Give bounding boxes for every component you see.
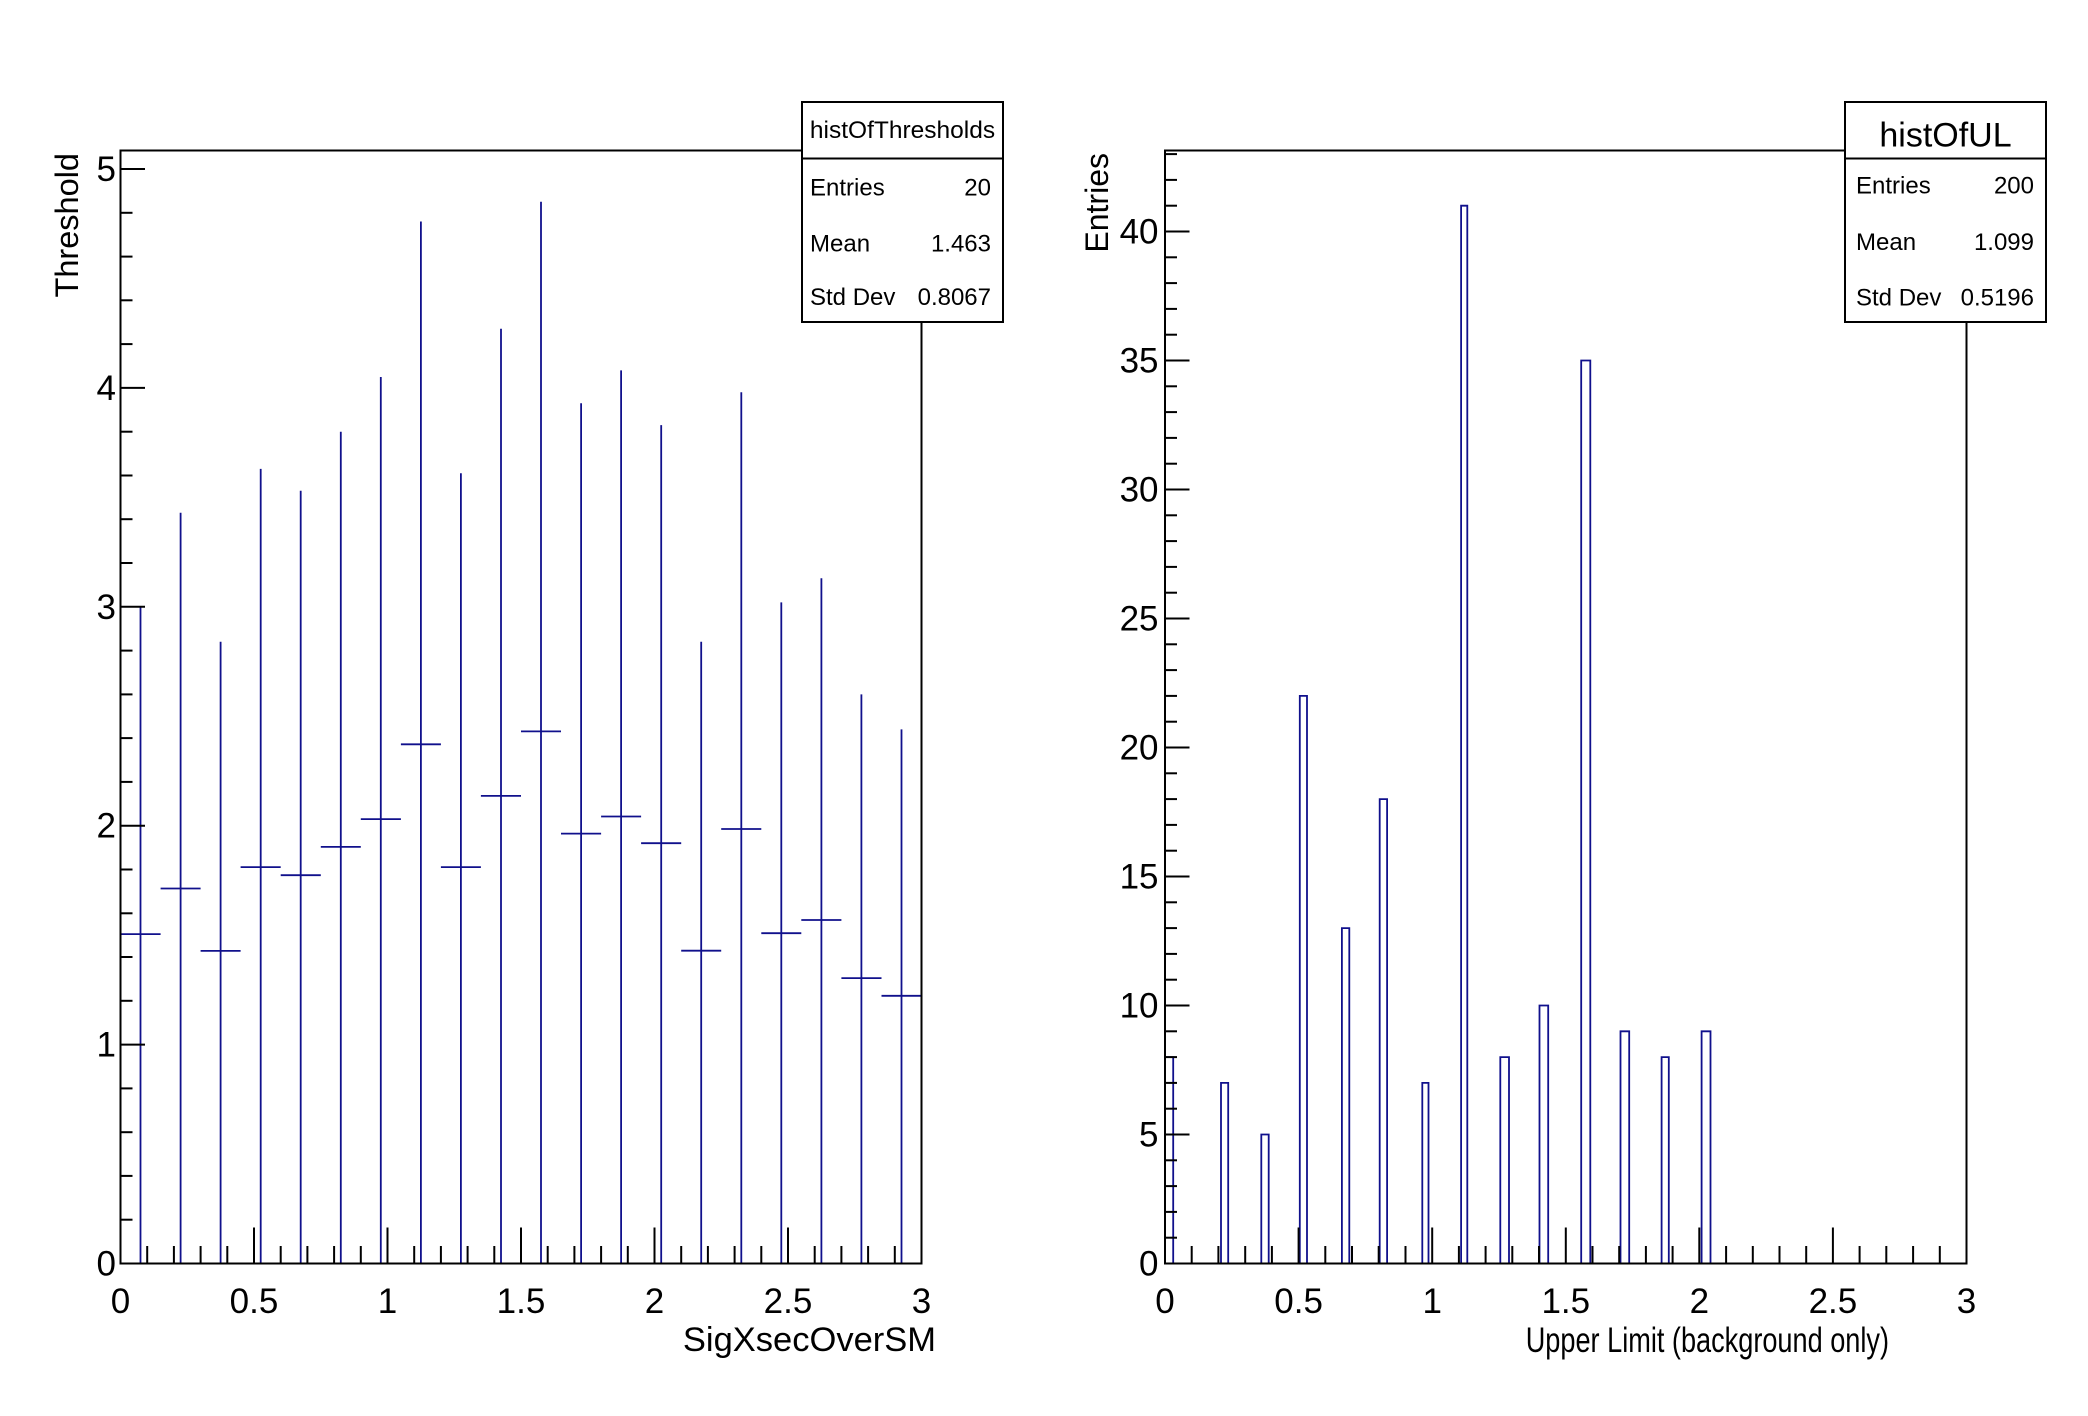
svg-text:1: 1: [1422, 1282, 1441, 1321]
svg-text:200: 200: [1994, 173, 2034, 200]
svg-text:0.5196: 0.5196: [1961, 285, 2034, 312]
svg-text:3: 3: [97, 588, 116, 627]
svg-text:20: 20: [964, 175, 991, 202]
svg-text:Entries: Entries: [1079, 153, 1115, 253]
svg-text:0: 0: [1155, 1282, 1174, 1321]
svg-text:Mean: Mean: [1856, 229, 1916, 256]
svg-text:2: 2: [645, 1282, 664, 1321]
svg-text:1: 1: [97, 1026, 116, 1065]
svg-text:Std Dev: Std Dev: [1856, 285, 1941, 312]
svg-text:0: 0: [97, 1245, 116, 1284]
svg-text:Upper Limit (background only): Upper Limit (background only): [1526, 1321, 1889, 1360]
svg-text:histOfThresholds: histOfThresholds: [810, 117, 995, 144]
svg-text:1.099: 1.099: [1974, 229, 2034, 256]
svg-text:0.5: 0.5: [1274, 1282, 1323, 1321]
svg-text:5: 5: [1139, 1116, 1158, 1155]
svg-text:0: 0: [1139, 1245, 1158, 1284]
svg-text:2.5: 2.5: [764, 1282, 813, 1321]
svg-text:3: 3: [1957, 1282, 1976, 1321]
svg-text:3: 3: [912, 1282, 931, 1321]
svg-text:5: 5: [97, 150, 116, 189]
svg-text:Entries: Entries: [1856, 173, 1931, 200]
svg-text:15: 15: [1120, 858, 1159, 897]
svg-text:2.5: 2.5: [1809, 1282, 1858, 1321]
svg-text:0.5: 0.5: [230, 1282, 279, 1321]
svg-text:1: 1: [378, 1282, 397, 1321]
svg-text:20: 20: [1120, 729, 1159, 768]
svg-text:10: 10: [1120, 987, 1159, 1026]
svg-text:0: 0: [111, 1282, 130, 1321]
svg-text:40: 40: [1120, 213, 1159, 252]
svg-text:1.5: 1.5: [497, 1282, 546, 1321]
svg-text:histOfUL: histOfUL: [1879, 117, 2011, 155]
svg-text:4: 4: [97, 369, 116, 408]
svg-text:2: 2: [1690, 1282, 1709, 1321]
svg-text:30: 30: [1120, 471, 1159, 510]
svg-text:Mean: Mean: [810, 231, 870, 258]
svg-text:0.8067: 0.8067: [918, 284, 991, 311]
svg-text:2: 2: [97, 807, 116, 846]
svg-text:Entries: Entries: [810, 175, 885, 202]
svg-text:35: 35: [1120, 342, 1159, 381]
svg-text:1.5: 1.5: [1541, 1282, 1590, 1321]
svg-text:Threshold: Threshold: [49, 153, 85, 298]
svg-text:SigXsecOverSM: SigXsecOverSM: [683, 1321, 936, 1359]
svg-text:Std Dev: Std Dev: [810, 284, 895, 311]
svg-text:25: 25: [1120, 600, 1159, 639]
svg-text:1.463: 1.463: [931, 231, 991, 258]
